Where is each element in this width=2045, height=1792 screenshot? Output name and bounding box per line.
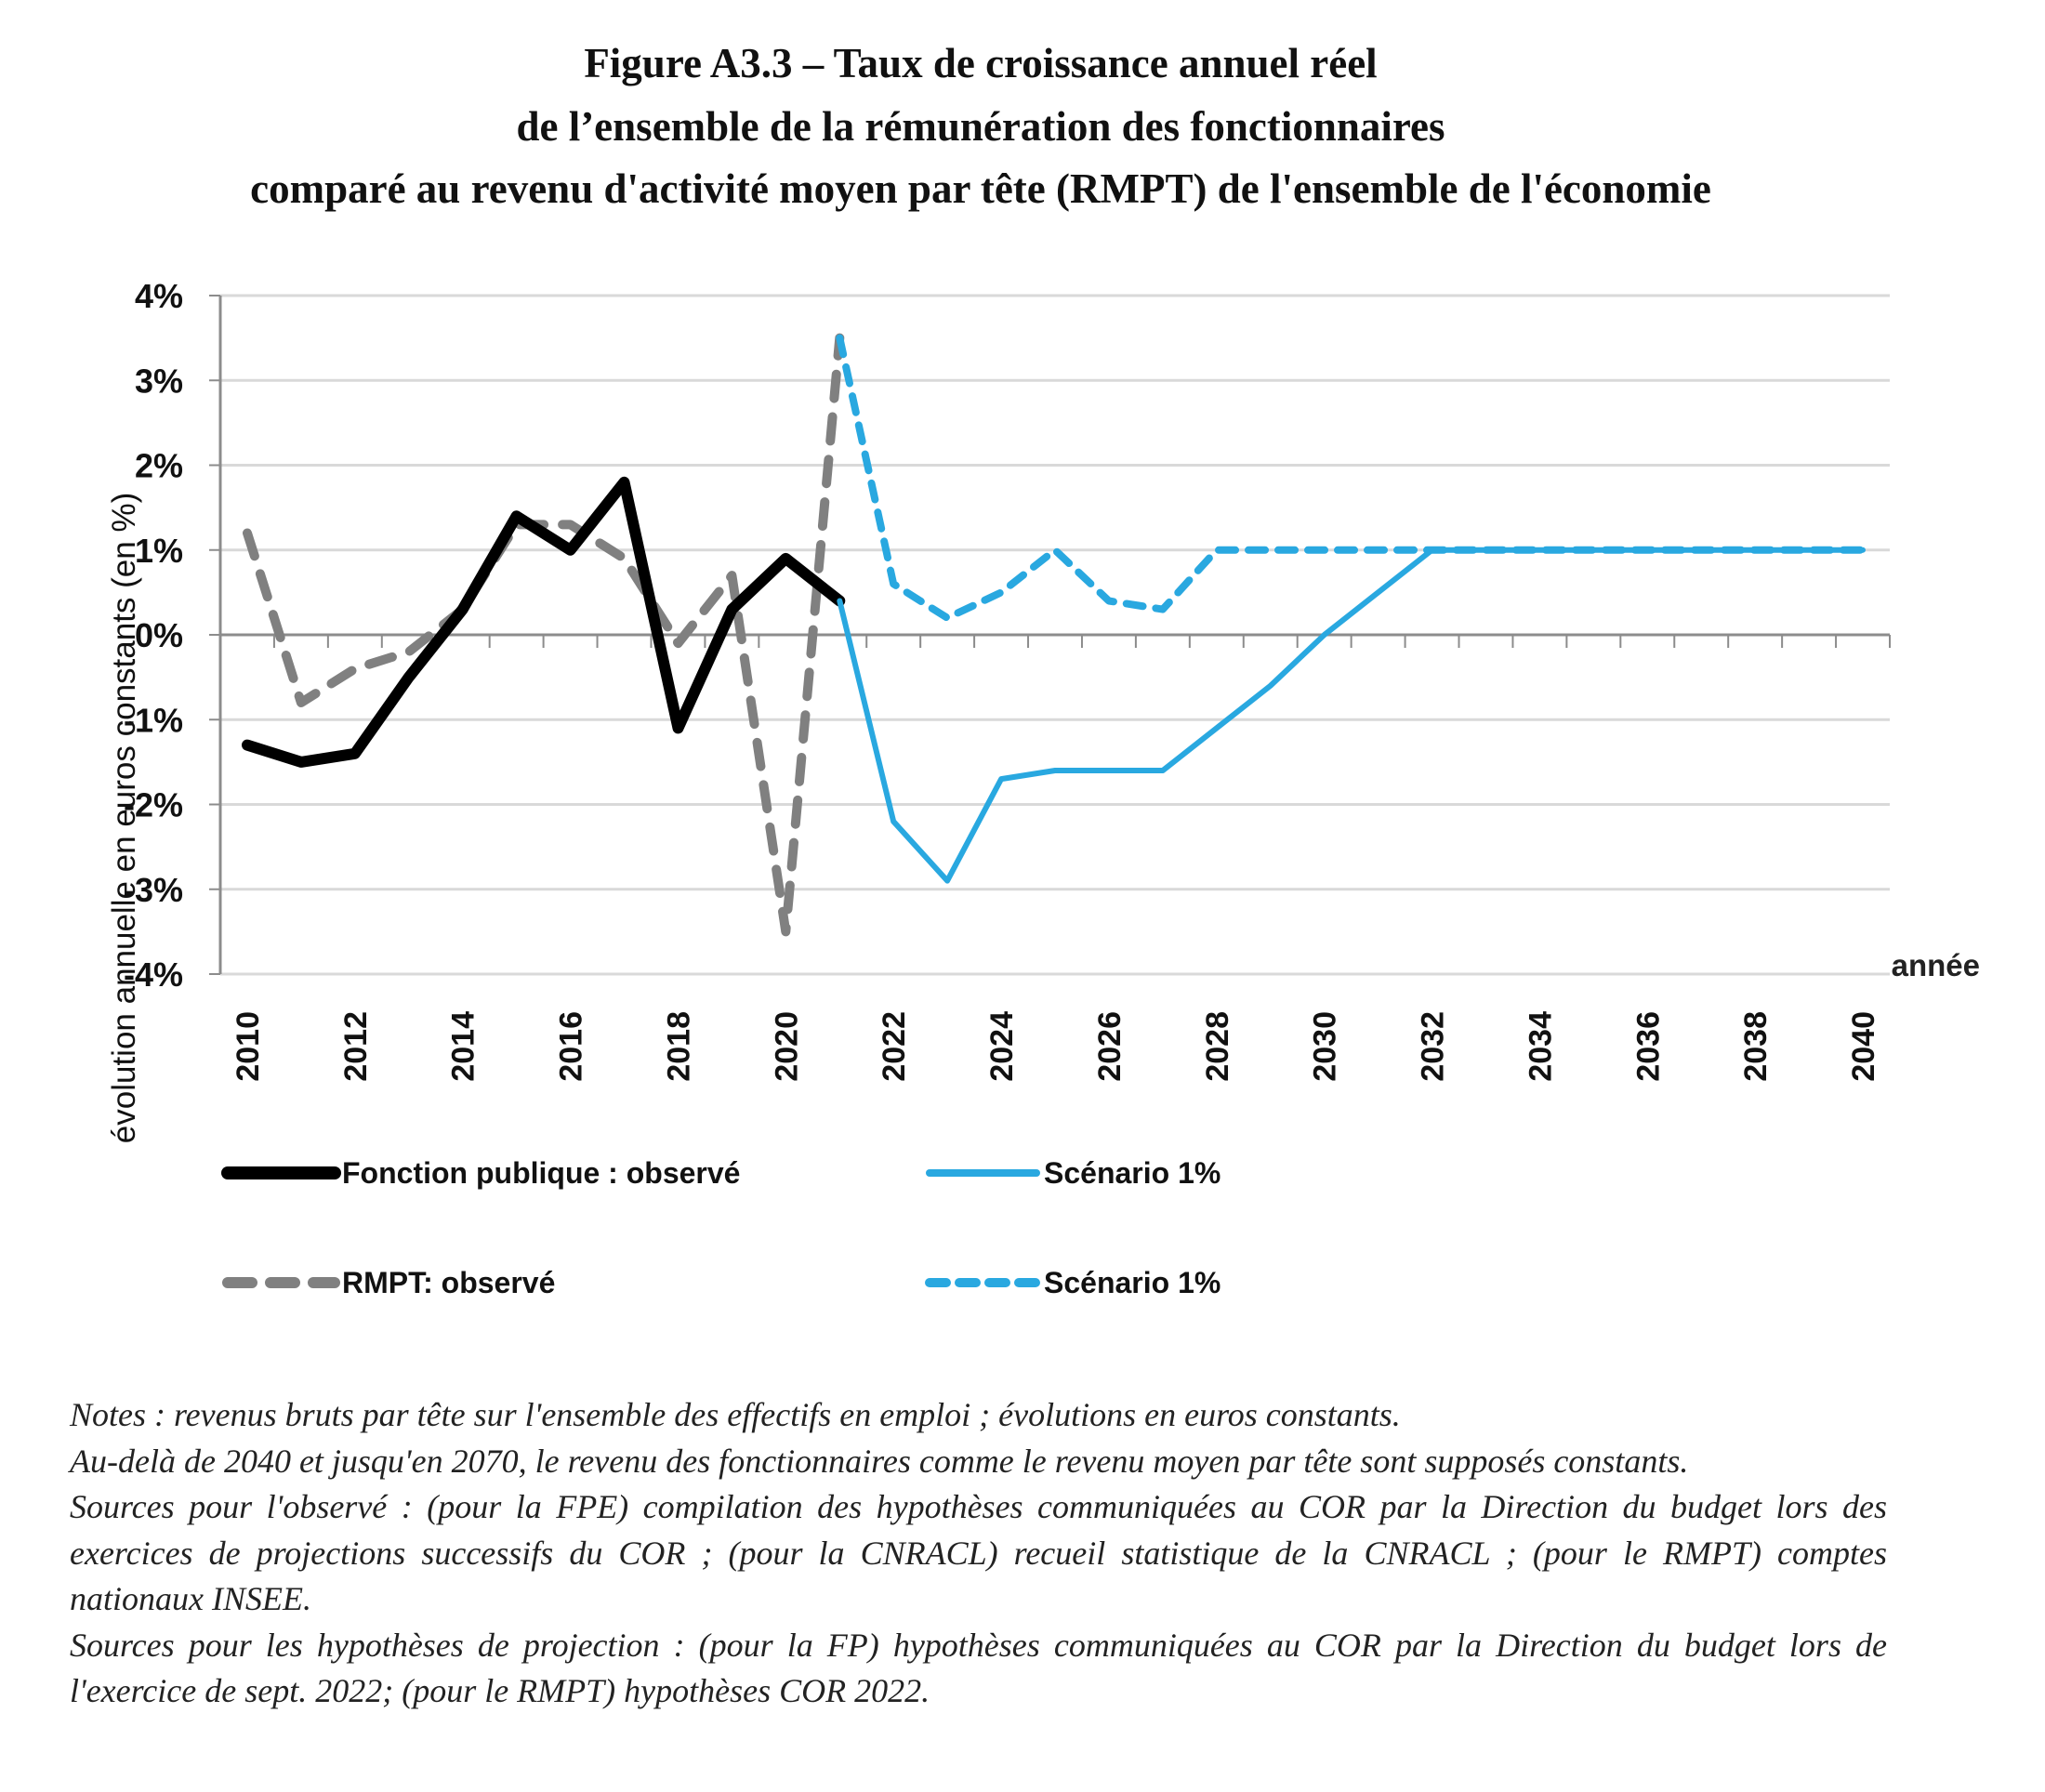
y-tick-label: 1%	[135, 532, 183, 570]
x-tick-label: 2026	[1092, 1011, 1128, 1082]
note-line: Notes : revenus bruts par tête sur l'ens…	[70, 1396, 1401, 1433]
x-tick-label: 2018	[661, 1011, 696, 1082]
figure-title-line-1: Figure A3.3 – Taux de croissance annuel …	[584, 40, 1378, 86]
x-tick-label: 2036	[1630, 1011, 1666, 1082]
legend-label: Scénario 1%	[1044, 1156, 1220, 1190]
y-tick-label: -4%	[124, 955, 183, 994]
legend-label: Fonction publique : observé	[342, 1156, 740, 1190]
figure-title-line-2: de l’ensemble de la rémunération des fon…	[516, 103, 1445, 150]
y-tick-label: -1%	[124, 701, 183, 739]
series-line-2	[243, 333, 845, 937]
y-tick-label: 4%	[135, 277, 183, 315]
series-line-1	[242, 476, 846, 768]
x-tick-label: 2034	[1523, 1011, 1558, 1082]
y-tick-label: 0%	[135, 616, 183, 654]
x-tick-label: 2014	[446, 1011, 482, 1082]
x-tick-label: 2022	[877, 1011, 912, 1082]
note-line: Sources pour les hypothèses de projectio…	[70, 1626, 1887, 1710]
y-tick-label: 2%	[135, 447, 183, 485]
note-line: Sources pour l'observé : (pour la FPE) c…	[70, 1488, 1887, 1617]
y-tick-label: 3%	[135, 362, 183, 400]
x-tick-label: 2028	[1200, 1011, 1235, 1082]
note-line: Au-delà de 2040 et jusqu'en 2070, le rev…	[70, 1442, 1689, 1480]
x-tick-label: 2024	[984, 1011, 1020, 1082]
x-tick-label: 2010	[231, 1011, 266, 1082]
x-tick-label: 2020	[769, 1011, 804, 1082]
legend-label: RMPT: observé	[342, 1266, 555, 1299]
axes	[209, 295, 1891, 975]
x-axis-title: année	[1892, 948, 1980, 982]
series-lines	[242, 333, 1867, 937]
x-tick-label: 2012	[338, 1011, 374, 1082]
y-axis-title: évolution annuelle en euros constants (e…	[106, 493, 142, 1143]
line-chart: 4%3%2%1%0%-1%-2%-3%-4% 2010 2012 2014 2016 2…	[106, 277, 1980, 1299]
x-tick-label: 2032	[1416, 1011, 1451, 1082]
x-tick-label: 2038	[1738, 1011, 1774, 1082]
figure-notes: Notes : revenus bruts par tête sur l'ens…	[70, 1392, 1887, 1715]
x-tick-label: 2016	[554, 1011, 589, 1082]
y-tick-label: -3%	[124, 871, 183, 909]
legend-label: Scénario 1%	[1044, 1266, 1220, 1299]
x-tick-label: 2030	[1308, 1011, 1343, 1082]
x-tick-label: 2040	[1846, 1011, 1881, 1082]
x-tick-labels: 2010 2012 2014 2016 2018 2020 2022 2024 2026 2028…	[231, 1011, 1881, 1082]
figure-title-line-3: comparé au revenu d'activité moyen par t…	[250, 165, 1711, 212]
y-tick-labels: 4% 3% 2% 1% 0% -1% -2% -3% -4%	[124, 277, 183, 994]
legend: Fonction publique : observé Scénario 1% RM…	[221, 1156, 1220, 1299]
y-tick-label: -2%	[124, 786, 183, 824]
series-line-3	[837, 547, 1866, 884]
